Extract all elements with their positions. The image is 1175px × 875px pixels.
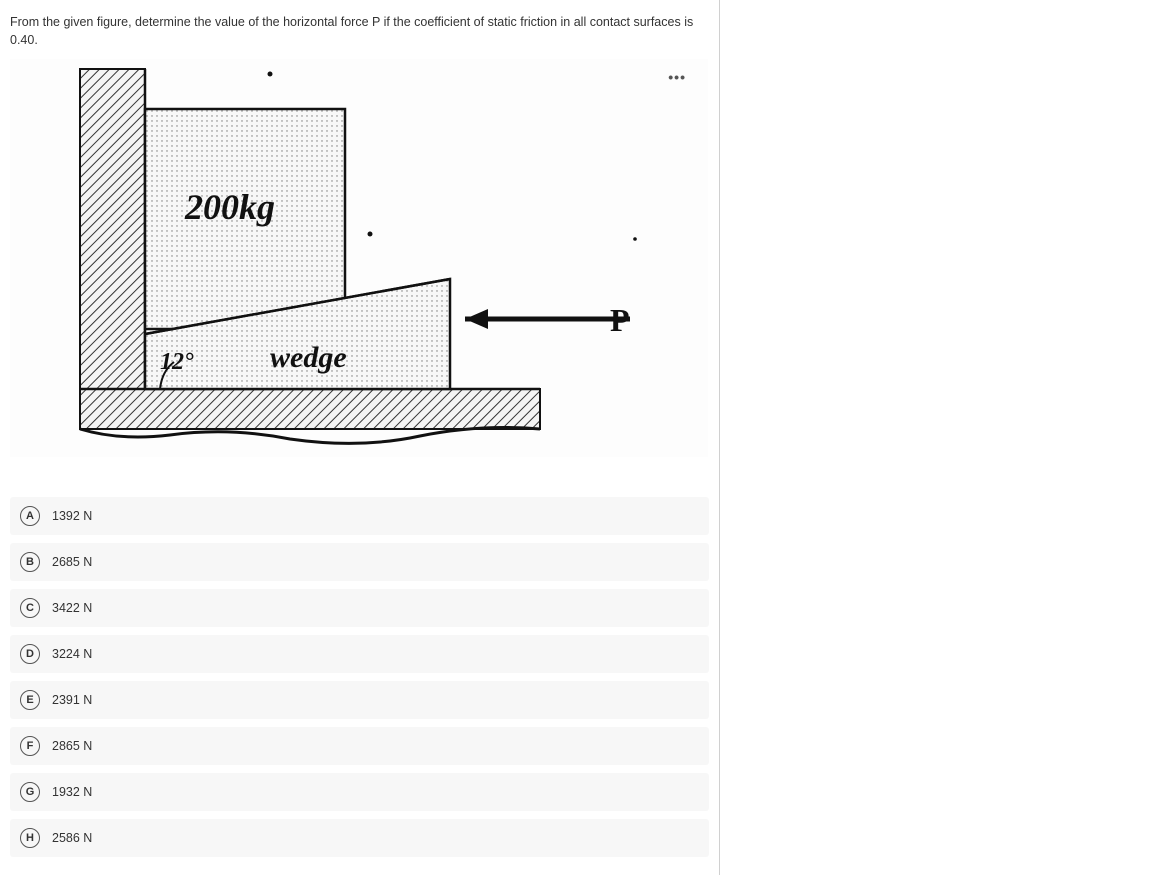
wedge-label: wedge bbox=[270, 341, 347, 374]
wall bbox=[80, 69, 145, 429]
option-f[interactable]: F 2865 N bbox=[10, 727, 709, 765]
floor bbox=[80, 389, 540, 429]
option-label: 2586 N bbox=[52, 831, 92, 845]
question-prompt: From the given figure, determine the val… bbox=[0, 0, 719, 59]
figure-area: ••• bbox=[10, 59, 708, 457]
wedge-diagram: 200kg 12° wedge P bbox=[10, 59, 660, 457]
option-label: 3224 N bbox=[52, 647, 92, 661]
option-letter: C bbox=[20, 598, 40, 618]
option-label: 3422 N bbox=[52, 601, 92, 615]
options-list: A 1392 N B 2685 N C 3422 N D 3224 N E 23… bbox=[0, 457, 719, 875]
option-g[interactable]: G 1932 N bbox=[10, 773, 709, 811]
option-letter: A bbox=[20, 506, 40, 526]
option-label: 1932 N bbox=[52, 785, 92, 799]
option-label: 2685 N bbox=[52, 555, 92, 569]
angle-label: 12° bbox=[160, 349, 194, 375]
option-e[interactable]: E 2391 N bbox=[10, 681, 709, 719]
option-c[interactable]: C 3422 N bbox=[10, 589, 709, 627]
more-icon[interactable]: ••• bbox=[668, 69, 686, 85]
option-letter: B bbox=[20, 552, 40, 572]
option-a[interactable]: A 1392 N bbox=[10, 497, 709, 535]
option-b[interactable]: B 2685 N bbox=[10, 543, 709, 581]
option-h[interactable]: H 2586 N bbox=[10, 819, 709, 857]
option-d[interactable]: D 3224 N bbox=[10, 635, 709, 673]
option-letter: E bbox=[20, 690, 40, 710]
option-letter: F bbox=[20, 736, 40, 756]
option-label: 2391 N bbox=[52, 693, 92, 707]
option-label: 1392 N bbox=[52, 509, 92, 523]
content-column: From the given figure, determine the val… bbox=[0, 0, 720, 875]
force-label: P bbox=[610, 302, 630, 338]
block-label: 200kg bbox=[184, 187, 275, 227]
option-label: 2865 N bbox=[52, 739, 92, 753]
option-letter: D bbox=[20, 644, 40, 664]
option-letter: H bbox=[20, 828, 40, 848]
option-letter: G bbox=[20, 782, 40, 802]
